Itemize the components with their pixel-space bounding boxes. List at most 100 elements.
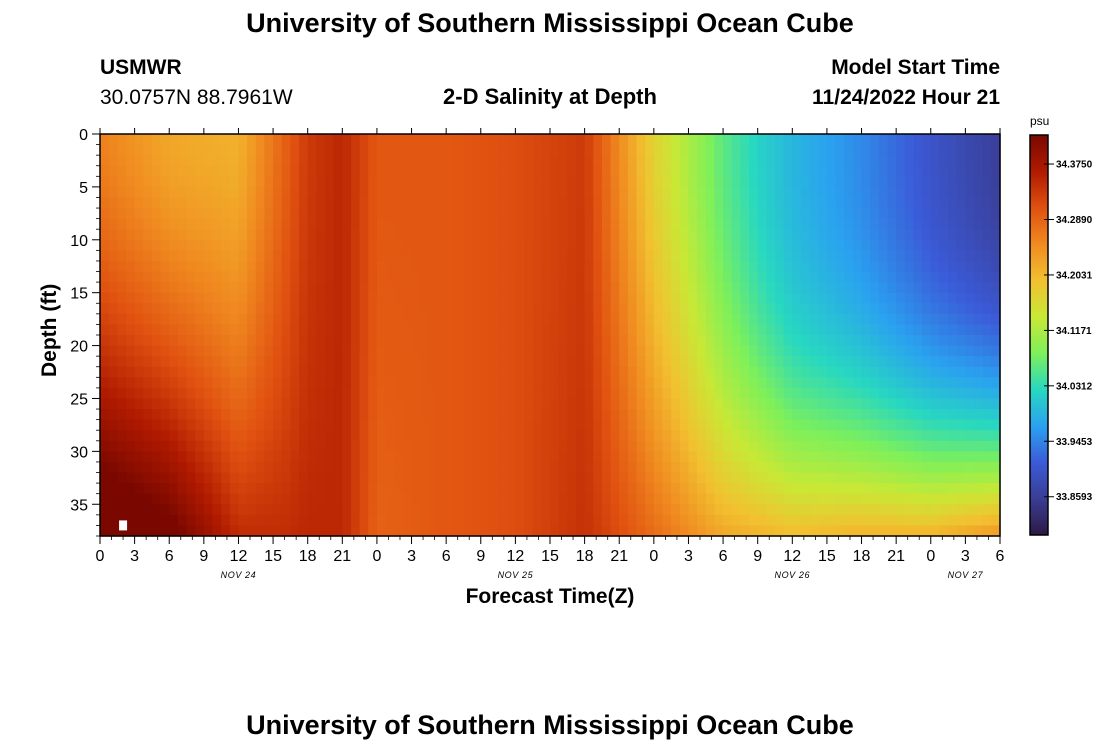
heatmap-cell [437,504,447,516]
heatmap-cell [100,165,110,177]
heatmap-cell [558,345,568,357]
heatmap-cell [800,409,811,421]
heatmap-cell [965,186,975,199]
heatmap-cell [359,303,369,315]
heatmap-cell [532,250,542,262]
heatmap-cell [359,282,369,294]
heatmap-cell [195,483,205,495]
heatmap-cell [731,271,741,283]
heatmap-cell [653,356,664,368]
heatmap-cell [809,483,819,495]
heatmap-cell [930,387,941,400]
y-tick-label: 10 [70,233,88,250]
heatmap-cell [922,239,932,251]
heatmap-cell [290,483,300,495]
heatmap-cell [169,483,179,495]
heatmap-cell [705,483,716,495]
heatmap-cell [558,250,568,262]
heatmap-cell [472,229,482,241]
heatmap-cell [229,335,240,347]
heatmap-cell [325,514,335,527]
heatmap-cell [584,271,594,283]
heatmap-cell [333,430,343,442]
heatmap-cell [325,250,335,262]
heatmap-cell [775,377,785,389]
heatmap-cell [965,504,975,516]
heatmap-cell [376,419,387,431]
heatmap-cell [247,483,257,495]
heatmap-cell [982,472,992,484]
heatmap-cell [342,165,352,177]
heatmap-cell [221,493,231,505]
heatmap-cell [428,239,439,251]
heatmap-cell [749,345,759,357]
heatmap-cell [775,239,785,251]
heatmap-cell [982,356,992,368]
heatmap-cell [775,165,785,177]
heatmap-cell [541,335,551,347]
heatmap-cell [125,387,136,400]
heatmap-cell [818,483,828,495]
heatmap-cell [930,461,941,474]
heatmap-cell [515,356,525,368]
heatmap-cell [896,525,906,537]
heatmap-cell [783,493,793,505]
heatmap-cell [575,483,586,495]
heatmap-cell [567,208,577,220]
heatmap-cell [904,430,915,442]
heatmap-cell [913,514,923,527]
heatmap-cell [688,398,698,410]
heatmap-cell [974,260,984,273]
heatmap-cell [740,514,750,527]
heatmap-cell [411,229,421,241]
heatmap-cell [584,387,594,400]
heatmap-cell [567,239,577,251]
heatmap-cell [281,134,291,146]
heatmap-cell [273,176,283,188]
heatmap-cell [697,292,707,304]
heatmap-cell [601,229,612,241]
heatmap-cell [818,525,828,537]
heatmap-cell [402,186,413,199]
heatmap-cell [645,493,655,505]
heatmap-cell [264,271,274,283]
heatmap-cell [134,165,144,177]
heatmap-cell [402,514,413,527]
heatmap-cell [195,493,205,505]
heatmap-cell [264,229,274,241]
heatmap-cell [402,483,413,495]
heatmap-cell [307,398,317,410]
heatmap-cell [385,419,395,431]
heatmap-cell [749,282,759,294]
heatmap-cell [134,430,144,442]
x-tick-label: 6 [996,548,1005,565]
heatmap-cell [350,419,361,431]
heatmap-cell [394,218,404,230]
heatmap-cell [359,239,369,251]
heatmap-cell [922,377,932,389]
heatmap-cell [818,430,828,442]
heatmap-cell [619,398,629,410]
heatmap-cell [775,483,785,495]
heatmap-cell [342,451,352,463]
heatmap-cell [567,303,577,315]
heatmap-cell [679,303,690,315]
heatmap-cell [299,398,309,410]
heatmap-cell [948,292,958,304]
x-tick-label: 18 [299,548,317,565]
heatmap-cell [420,218,430,230]
heatmap-cell [645,398,655,410]
heatmap-cell [333,303,343,315]
heatmap-cell [273,483,283,495]
heatmap-cell [887,303,897,315]
heatmap-cell [792,461,802,474]
heatmap-cell [844,461,854,474]
heatmap-cell [913,186,923,199]
heatmap-cell [800,239,811,251]
x-tick-label: 3 [130,548,139,565]
heatmap-cell [299,377,309,389]
heatmap-cell [835,419,845,431]
heatmap-cell [264,197,274,209]
heatmap-cell [558,440,568,452]
heatmap-cell [273,239,283,251]
